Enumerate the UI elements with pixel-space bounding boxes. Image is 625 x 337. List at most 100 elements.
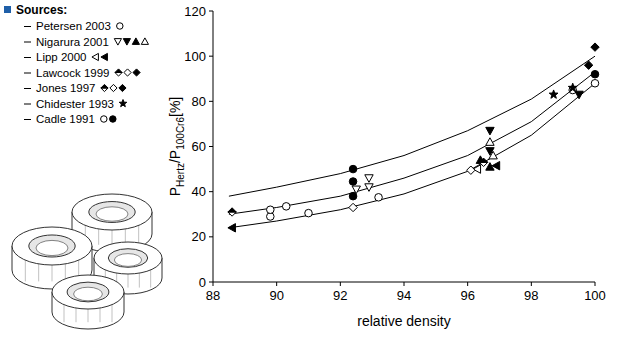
ring-top: [12, 227, 92, 265]
y-axis-title-part: [%]: [167, 97, 183, 117]
marker-part: [115, 69, 122, 73]
chart: Sources:Petersen 2003Nigarura 2001Lipp 2…: [0, 0, 625, 337]
x-tick: [467, 282, 468, 286]
legend-marker: [114, 39, 121, 45]
plot-data: [228, 43, 599, 232]
marker-part: [479, 158, 487, 162]
ring: [52, 275, 124, 329]
marker-part: [101, 84, 108, 88]
ring-bore: [67, 282, 109, 302]
data-point: [591, 70, 599, 78]
y-axis-title-part: /P: [167, 150, 183, 163]
data-point: [349, 165, 357, 173]
y-tick: [209, 191, 213, 192]
data-point: [349, 178, 357, 186]
marker-part: [115, 73, 122, 77]
data-point: [591, 79, 599, 87]
x-tick-label: 94: [397, 288, 411, 303]
legend-marker: [101, 84, 108, 91]
ring-inner: [114, 254, 141, 267]
y-tick-label: 80: [192, 94, 206, 109]
y-tick: [209, 56, 213, 57]
y-tick: [209, 101, 213, 102]
ring-bore: [29, 235, 75, 257]
legend: Sources:Petersen 2003Nigarura 2001Lipp 2…: [4, 3, 148, 125]
legend-label: Petersen 2003: [36, 20, 111, 32]
marker-part: [228, 212, 236, 216]
legend-marker: [133, 69, 140, 76]
legend-marker: [119, 100, 127, 107]
y-tick-label: 20: [192, 229, 206, 244]
legend-label: Nigarura 2001: [36, 36, 109, 48]
fit-curve: [229, 83, 595, 228]
y-tick-label: 60: [192, 139, 206, 154]
data-point: [489, 151, 497, 159]
x-tick: [340, 282, 341, 286]
legend-label: Jones 1997: [36, 82, 95, 94]
y-tick-label: 100: [184, 49, 206, 64]
ring-top: [72, 194, 152, 230]
axes: 020406080100120889092949698100relative d…: [167, 4, 606, 330]
legend-marker: [141, 38, 148, 44]
ring-inner: [36, 240, 68, 255]
legend-dash: [24, 26, 31, 27]
legend-marker: [92, 53, 98, 60]
legend-bullet: [4, 6, 11, 13]
x-tick-label: 88: [206, 288, 220, 303]
legend-dash: [24, 104, 31, 105]
data-point: [228, 224, 236, 232]
legend-dash: [24, 88, 31, 89]
x-tick-label: 96: [460, 288, 474, 303]
ring-bore: [89, 202, 135, 223]
fit-curve: [229, 72, 595, 214]
ring-top: [94, 242, 162, 274]
x-tick: [213, 282, 214, 286]
legend-marker: [101, 116, 107, 122]
y-tick-label: 40: [192, 184, 206, 199]
legend-dash: [24, 42, 31, 43]
y-tick-label: 120: [184, 4, 206, 19]
ring-hatch: [25, 257, 26, 281]
x-axis-title: relative density: [357, 313, 450, 329]
data-point: [305, 209, 313, 217]
data-point: [282, 203, 290, 211]
x-tick-label: 98: [524, 288, 538, 303]
legend-marker: [119, 84, 126, 91]
x-tick-label: 92: [333, 288, 347, 303]
legend-marker: [132, 38, 139, 44]
data-point: [492, 161, 500, 169]
y-axis-title-part: P: [167, 187, 183, 196]
y-tick: [209, 146, 213, 147]
data-point: [375, 194, 383, 202]
data-point: [228, 208, 236, 216]
legend-marker: [123, 39, 130, 45]
legend-marker: [115, 69, 122, 76]
y-axis-title: PHertz/P100Cr6[%]: [167, 97, 186, 197]
legend-marker: [117, 23, 123, 29]
data-point: [349, 203, 357, 211]
x-tick: [404, 282, 405, 286]
data-point: [486, 127, 494, 135]
data-point: [549, 90, 558, 98]
data-point: [267, 206, 275, 214]
y-tick: [209, 282, 213, 283]
marker-part: [479, 162, 487, 166]
illustration: [12, 194, 162, 329]
data-point: [349, 192, 357, 200]
legend-dash: [24, 57, 31, 58]
legend-marker: [110, 84, 117, 91]
data-point: [584, 61, 592, 69]
y-axis-title-subscript: Hertz: [175, 163, 186, 187]
x-tick: [531, 282, 532, 286]
legend-label: Lawcock 1999: [36, 67, 110, 79]
x-tick: [276, 282, 277, 286]
legend-label: Lipp 2000: [36, 51, 87, 63]
x-tick-label: 100: [584, 288, 606, 303]
data-point: [591, 43, 599, 51]
data-point: [365, 175, 373, 183]
x-tick: [595, 282, 596, 286]
legend-marker: [110, 116, 116, 122]
ring-top: [52, 275, 124, 309]
y-axis-title-subscript: 100Cr6: [175, 117, 186, 150]
data-point: [479, 158, 487, 166]
